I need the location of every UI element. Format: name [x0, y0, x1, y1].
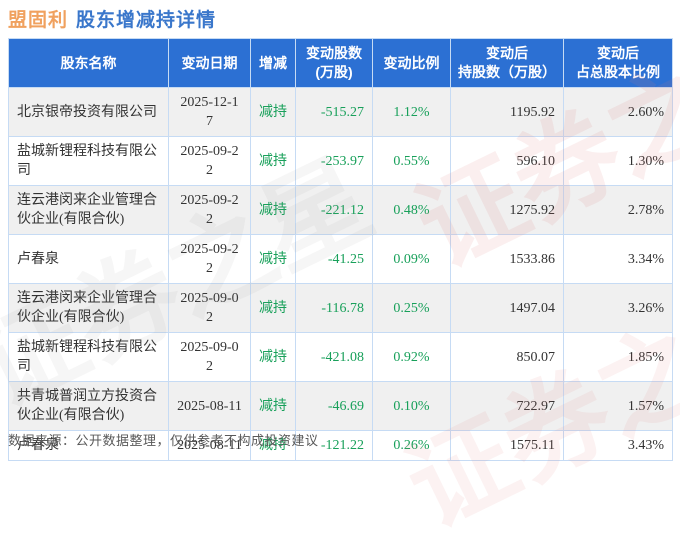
equity-ratio-after: 2.78%	[563, 185, 673, 235]
equity-ratio-after: 3.43%	[563, 430, 673, 461]
direction-label: 减持	[250, 332, 296, 382]
shareholder-name: 连云港闵来企业管理合伙企业(有限合伙)	[8, 185, 169, 235]
header-row: 股东名称 变动日期 增减 变动股数 (万股) 变动比例 变动后 持股数（万股） …	[8, 38, 673, 88]
change-date: 2025-09-22	[168, 234, 251, 284]
col-header-date: 变动日期	[168, 38, 251, 88]
table-row: 连云港闵来企业管理合伙企业(有限合伙) 2025-09-02 减持 -116.7…	[8, 283, 673, 333]
shares-after: 596.10	[450, 136, 564, 186]
shareholder-name: 连云港闵来企业管理合伙企业(有限合伙)	[8, 283, 169, 333]
shareholder-name: 卢春泉	[8, 234, 169, 284]
shares-changed: -515.27	[295, 87, 373, 137]
stock-name: 盟固利	[8, 10, 69, 31]
change-date: 2025-12-17	[168, 87, 251, 137]
shareholder-name: 盐城新锂程科技有限公司	[8, 332, 169, 382]
direction-label: 减持	[250, 87, 296, 137]
data-source-note: 数据来源：公开数据整理，仅供参考不构成投资建议	[8, 433, 319, 448]
change-date: 2025-09-02	[168, 283, 251, 333]
equity-ratio-after: 1.30%	[563, 136, 673, 186]
change-date: 2025-08-11	[168, 381, 251, 431]
col-header-shares-after: 变动后 持股数（万股）	[450, 38, 564, 88]
equity-ratio-after: 2.60%	[563, 87, 673, 137]
shareholder-change-table: 股东名称 变动日期 增减 变动股数 (万股) 变动比例 变动后 持股数（万股） …	[8, 38, 673, 461]
shareholder-name: 盐城新锂程科技有限公司	[8, 136, 169, 186]
col-header-shareholder: 股东名称	[8, 38, 169, 88]
change-ratio: 0.48%	[372, 185, 451, 235]
equity-ratio-after: 3.34%	[563, 234, 673, 284]
change-date: 2025-09-22	[168, 136, 251, 186]
shareholder-name: 北京银帝投资有限公司	[8, 87, 169, 137]
shares-changed: -221.12	[295, 185, 373, 235]
table-row: 盐城新锂程科技有限公司 2025-09-22 减持 -253.97 0.55% …	[8, 136, 673, 186]
col-header-direction: 增减	[250, 38, 296, 88]
shares-after: 1275.92	[450, 185, 564, 235]
direction-label: 减持	[250, 185, 296, 235]
equity-ratio-after: 3.26%	[563, 283, 673, 333]
table-row: 连云港闵来企业管理合伙企业(有限合伙) 2025-09-22 减持 -221.1…	[8, 185, 673, 235]
change-ratio: 0.26%	[372, 430, 451, 461]
change-date: 2025-09-22	[168, 185, 251, 235]
direction-label: 减持	[250, 381, 296, 431]
col-header-equity-ratio-after: 变动后 占总股本比例	[563, 38, 673, 88]
shares-changed: -253.97	[295, 136, 373, 186]
shares-after: 1195.92	[450, 87, 564, 137]
col-header-shares-changed: 变动股数 (万股)	[295, 38, 373, 88]
direction-label: 减持	[250, 283, 296, 333]
change-ratio: 0.92%	[372, 332, 451, 382]
table-row: 卢春泉 2025-09-22 减持 -41.25 0.09% 1533.86 3…	[8, 234, 673, 284]
table-header: 股东名称 变动日期 增减 变动股数 (万股) 变动比例 变动后 持股数（万股） …	[8, 38, 673, 88]
shares-changed: -46.69	[295, 381, 373, 431]
table-row: 共青城普润立方投资合伙企业(有限合伙) 2025-08-11 减持 -46.69…	[8, 381, 673, 431]
direction-label: 减持	[250, 234, 296, 284]
shares-changed: -421.08	[295, 332, 373, 382]
change-ratio: 1.12%	[372, 87, 451, 137]
col-header-change-ratio: 变动比例	[372, 38, 451, 88]
page: { "page_title": { "stock_name": "盟固利", "…	[8, 0, 680, 550]
change-ratio: 0.09%	[372, 234, 451, 284]
shares-after: 1497.04	[450, 283, 564, 333]
shares-changed: -116.78	[295, 283, 373, 333]
table-body: 北京银帝投资有限公司 2025-12-17 减持 -515.27 1.12% 1…	[8, 87, 673, 461]
equity-ratio-after: 1.57%	[563, 381, 673, 431]
shares-after: 722.97	[450, 381, 564, 431]
change-ratio: 0.55%	[372, 136, 451, 186]
table-row: 北京银帝投资有限公司 2025-12-17 减持 -515.27 1.12% 1…	[8, 87, 673, 137]
direction-label: 减持	[250, 136, 296, 186]
page-title: 盟固利 股东增减持详情	[8, 5, 216, 32]
shares-after: 850.07	[450, 332, 564, 382]
shares-changed: -41.25	[295, 234, 373, 284]
change-ratio: 0.10%	[372, 381, 451, 431]
shares-after: 1533.86	[450, 234, 564, 284]
shareholder-name: 共青城普润立方投资合伙企业(有限合伙)	[8, 381, 169, 431]
section-title: 股东增减持详情	[76, 10, 217, 31]
shares-after: 1575.11	[450, 430, 564, 461]
table-row: 盐城新锂程科技有限公司 2025-09-02 减持 -421.08 0.92% …	[8, 332, 673, 382]
equity-ratio-after: 1.85%	[563, 332, 673, 382]
change-date: 2025-09-02	[168, 332, 251, 382]
change-ratio: 0.25%	[372, 283, 451, 333]
